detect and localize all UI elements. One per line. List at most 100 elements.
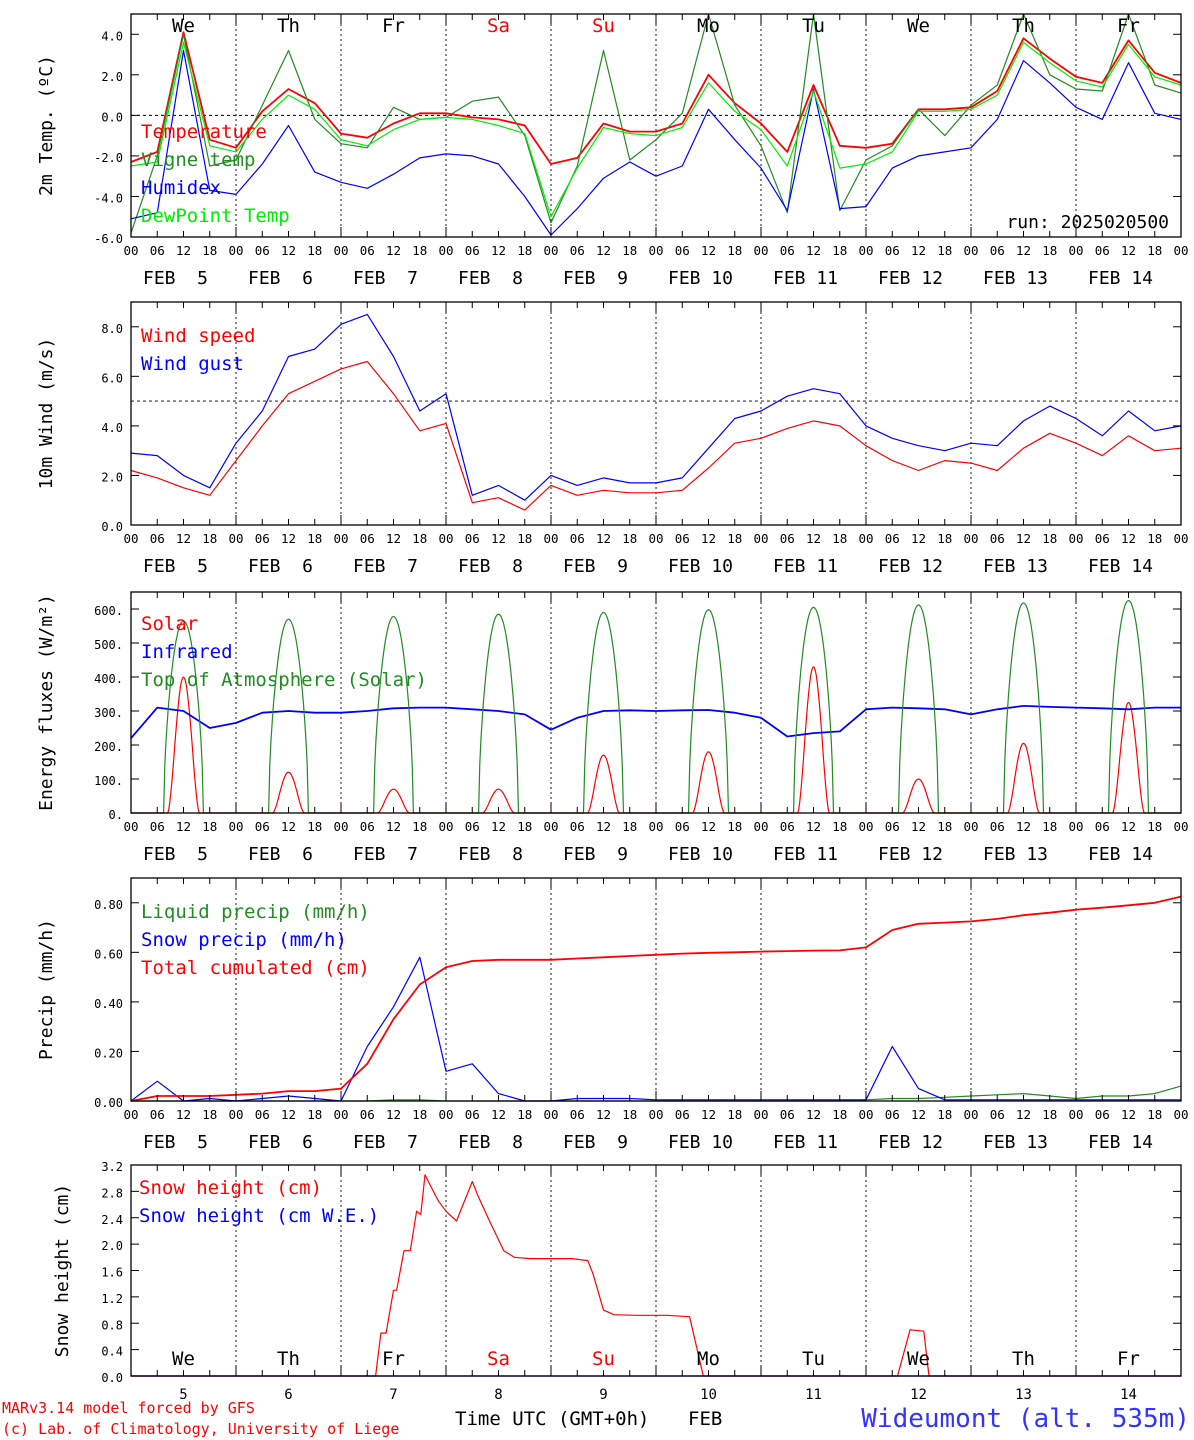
hour-label: 18 [412,531,427,546]
hour-label: 06 [150,1107,165,1122]
date-label: FEB 13 [983,844,1048,865]
hour-label: 00 [543,1107,558,1122]
hour-label: 12 [806,243,821,258]
hour-label: 12 [596,819,611,834]
weekday-label: We [907,15,930,37]
hour-label: 06 [570,243,585,258]
date-label: FEB 7 [353,556,418,577]
hour-label: 06 [990,1107,1005,1122]
hour-label: 18 [622,819,637,834]
weekday-label: Th [1012,1348,1035,1370]
date-label: FEB 9 [563,1132,628,1153]
date-label: FEB 9 [563,556,628,577]
y-tick-label: 100. [94,774,123,788]
hour-label: 18 [517,243,532,258]
hour-label: 06 [255,243,270,258]
hour-label: 00 [648,819,663,834]
y-tick-label: 0.80 [94,898,123,912]
legend-entry: Temperature [141,121,267,143]
hour-label: 12 [281,819,296,834]
hour-label: 12 [281,243,296,258]
weekday-label: Th [277,1348,300,1370]
hour-label: 12 [1016,1107,1031,1122]
hour-label: 12 [281,1107,296,1122]
hour-label: 00 [858,819,873,834]
weekday-label: Tu [802,15,825,37]
hour-label: 12 [281,531,296,546]
date-label: FEB 12 [878,556,943,577]
y-tick-label: 2.4 [101,1213,123,1227]
hour-label: 18 [937,1107,952,1122]
legend-entry: DewPoint Temp [141,205,290,227]
hour-label: 18 [412,243,427,258]
hour-label: 06 [780,243,795,258]
date-label: FEB 10 [668,1132,733,1153]
hour-label: 12 [386,1107,401,1122]
hour-label: 12 [176,243,191,258]
hour-label: 00 [123,819,138,834]
date-label: FEB 7 [353,1132,418,1153]
date-label: FEB 5 [143,268,208,289]
run-label: run: 2025020500 [1006,212,1169,233]
weekday-label: Mo [697,1348,720,1370]
hour-label: 18 [1042,243,1057,258]
hour-label: 06 [1095,531,1110,546]
legend-entry: Snow height (cm) [139,1177,322,1199]
day-number-label: 11 [805,1387,822,1403]
series-line-1 [131,1174,1181,1377]
hour-label: 18 [1042,531,1057,546]
hour-label: 18 [937,531,952,546]
hour-label: 00 [1173,819,1188,834]
date-label: FEB 9 [563,844,628,865]
hour-label: 18 [727,243,742,258]
y-axis-label: Precip (mm/h) [36,919,57,1060]
y-tick-label: 1.6 [101,1266,123,1280]
hour-label: 18 [1042,1107,1057,1122]
hour-label: 12 [806,1107,821,1122]
y-tick-label: 0.00 [94,1096,123,1110]
hour-label: 00 [648,1107,663,1122]
y-tick-label: 4.0 [101,29,123,43]
legend-entry: Total cumulated (cm) [141,957,370,979]
date-label: FEB 11 [773,556,838,577]
hour-label: 00 [858,1107,873,1122]
hour-label: 12 [1016,531,1031,546]
hour-label: 00 [1068,531,1083,546]
xaxis-month: FEB [688,1408,722,1430]
weekday-label: Sa [487,15,510,37]
hour-label: 00 [858,243,873,258]
hour-label: 00 [228,243,243,258]
hour-label: 00 [1173,1107,1188,1122]
y-tick-label: 3.2 [101,1160,123,1174]
hour-label: 12 [596,531,611,546]
hour-label: 12 [1121,243,1136,258]
hour-label: 00 [753,1107,768,1122]
panel-1: -6.0 -4.0 -2.0 0.0 2.0 4.0 2m Temp. (ºC) Temper… [36,13,1189,289]
day-number-label: 13 [1015,1387,1032,1403]
y-tick-label: 0.8 [101,1318,123,1332]
series-line-1 [130,360,1182,511]
series-line-2 [130,705,1181,739]
legend-entry: Wind gust [141,353,244,375]
y-tick-label: 2.8 [101,1186,123,1200]
hour-label: 18 [622,1107,637,1122]
hour-label: 00 [333,1107,348,1122]
hour-label: 06 [150,819,165,834]
weekday-label: Fr [1117,15,1140,37]
hour-label: 06 [465,1107,480,1122]
hour-label: 18 [622,243,637,258]
hour-label: 06 [360,819,375,834]
hour-label: 12 [911,1107,926,1122]
date-label: FEB 8 [458,268,523,289]
hour-label: 12 [1121,819,1136,834]
hour-label: 12 [701,243,716,258]
date-label: FEB 6 [248,1132,313,1153]
hour-label: 12 [1016,819,1031,834]
date-label: FEB 14 [1088,1132,1153,1153]
hour-label: 00 [123,1107,138,1122]
hour-label: 18 [517,819,532,834]
date-label: FEB 5 [143,844,208,865]
weekday-label: Fr [382,15,405,37]
hour-label: 18 [832,819,847,834]
hour-label: 00 [543,531,558,546]
